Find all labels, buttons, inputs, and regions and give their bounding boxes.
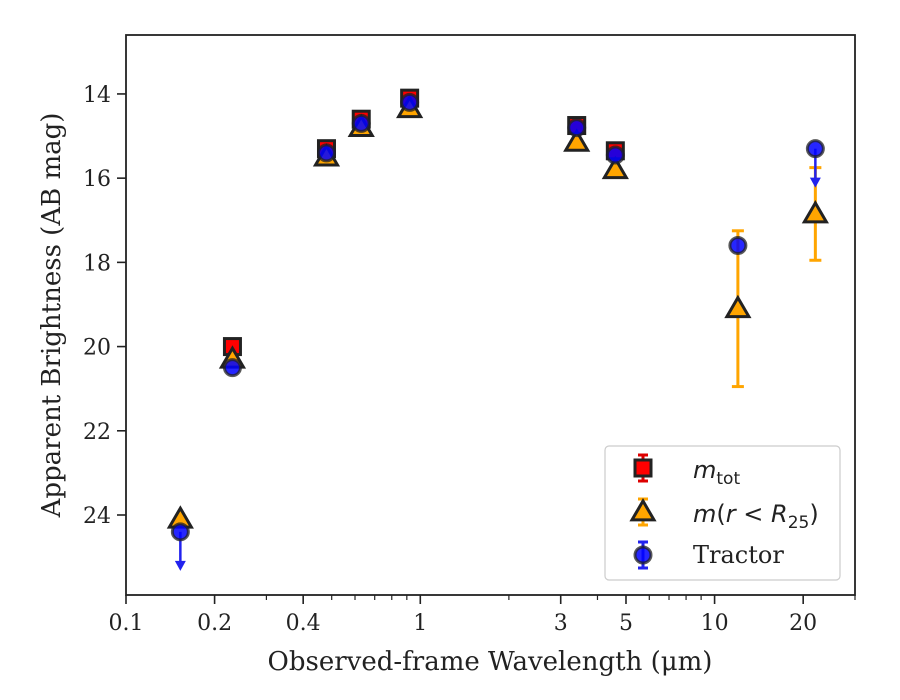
- x-tick-label: 20: [789, 611, 817, 636]
- data-point: [605, 145, 625, 165]
- legend-label-m-r25: m(r < R25): [693, 500, 819, 533]
- y-tick-label: 16: [83, 167, 111, 192]
- data-point: [316, 143, 336, 163]
- legend: mtot m(r < R25) Tractor: [604, 445, 841, 581]
- x-axis-label: Observed-frame Wavelength (μm): [268, 647, 713, 677]
- legend-label-m-tot: mtot: [693, 456, 740, 489]
- data-point: [222, 358, 242, 378]
- legend-symbols: [629, 453, 657, 570]
- upper-limit-arrowhead: [809, 177, 821, 188]
- data-point: [563, 128, 591, 152]
- x-tick-label: 0.2: [197, 611, 232, 636]
- axis-ticks: 0.1 0.2 0.4 1 3 5 10 20 14 16 18 20 22 24: [83, 83, 856, 636]
- x-tick-label: 1: [413, 611, 427, 636]
- legend-marker-square: [633, 458, 653, 478]
- plot-area: [166, 88, 829, 571]
- data-point: [170, 522, 190, 542]
- data-point: [601, 155, 629, 180]
- x-tick-label: 10: [701, 611, 729, 636]
- series-0: [222, 88, 625, 357]
- y-tick-label: 24: [83, 504, 111, 529]
- legend-marker-circle: [633, 545, 653, 565]
- data-point: [724, 294, 752, 319]
- y-tick-label: 22: [83, 420, 111, 445]
- data-point: [728, 236, 748, 256]
- x-tick-label: 0.4: [286, 611, 321, 636]
- x-tick-label: 3: [554, 611, 568, 636]
- data-point: [567, 118, 587, 138]
- x-tick-label: 5: [619, 611, 633, 636]
- y-tick-label: 18: [83, 251, 111, 276]
- data-point: [351, 113, 371, 133]
- upper-limit-arrowhead: [174, 560, 186, 571]
- legend-box: [604, 445, 841, 581]
- y-tick-label: 20: [83, 336, 111, 361]
- axes-frame: [125, 34, 856, 596]
- data-point: [400, 92, 420, 112]
- legend-marker-triangle: [629, 498, 657, 522]
- x-tick-label: 0.1: [109, 611, 144, 636]
- y-tick-label: 14: [83, 83, 111, 108]
- data-point: [801, 199, 829, 224]
- data-point: [805, 139, 825, 159]
- y-axis-label: Apparent Brightness (AB mag): [37, 113, 67, 519]
- legend-label-tractor: Tractor: [693, 541, 784, 569]
- series-2: [170, 92, 825, 571]
